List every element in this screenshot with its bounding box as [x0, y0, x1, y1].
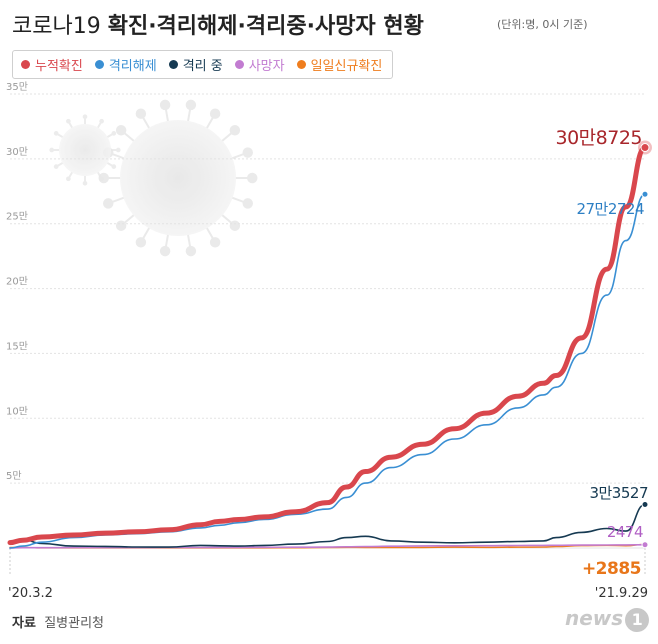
logo-text: news	[565, 606, 624, 630]
end-label-1: 27만2724	[576, 200, 644, 218]
series-line-2	[9, 503, 646, 548]
line-chart: 5만 10만 15만 20만 25만 30만 35만 30만8725 27만2724 3만352…	[6, 81, 652, 600]
x-start-label: '20.3.2	[8, 586, 53, 600]
legend-dot-icon	[21, 60, 30, 69]
legend-label: 격리 중	[182, 59, 223, 74]
legend-label: 일일신규확진	[310, 59, 383, 74]
y-tick-label: 25만	[6, 211, 28, 223]
legend-item-4: 일일신규확진	[296, 55, 383, 74]
legend-dot-icon	[296, 60, 306, 69]
series-line-3	[9, 544, 646, 549]
end-label-3: 2474	[607, 523, 643, 541]
legend-label: 격리해제	[108, 59, 157, 74]
y-tick-label: 15만	[6, 340, 28, 352]
end-label-2: 3만3527	[589, 484, 648, 502]
legend-dot-icon	[94, 60, 104, 69]
legend-item-2: 격리 중	[168, 55, 223, 74]
end-label-0: 30만8725	[555, 127, 642, 149]
source-label: 자료	[12, 616, 36, 631]
end-point-1	[641, 190, 649, 198]
end-point-2	[641, 501, 649, 509]
title-main: 확진·격리해제·격리중·사망자 현황	[107, 14, 424, 39]
legend-dot-icon	[234, 60, 244, 69]
end-point-0	[640, 143, 650, 153]
series-line-0	[7, 145, 648, 546]
x-end-label: '21.9.29	[595, 586, 648, 600]
page-title: 코로나19 확진·격리해제·격리중·사망자 현황	[12, 8, 424, 40]
news1-logo: news 1	[565, 606, 650, 632]
legend-label: 사망자	[248, 59, 285, 74]
title-prefix: 코로나19	[12, 14, 108, 39]
unit-note: (단위:명, 0시 기준)	[497, 18, 588, 31]
y-tick-label: 20만	[6, 276, 28, 288]
logo-mark: 1	[625, 608, 650, 632]
source-note: 자료 질병관리청	[12, 612, 104, 631]
end-point-3	[641, 541, 649, 549]
y-tick-label: 35만	[6, 81, 28, 93]
legend-item-1: 격리해제	[94, 55, 157, 74]
legend: 누적확진 격리해제 격리 중 사망자 일일신규확진	[12, 50, 394, 79]
virus-illustration	[49, 99, 258, 257]
legend-item-3: 사망자	[234, 55, 285, 74]
source-text: 질병관리청	[44, 616, 104, 631]
y-tick-label: 30만	[6, 146, 28, 158]
legend-dot-icon	[168, 60, 178, 69]
y-tick-label: 5만	[6, 470, 22, 482]
y-tick-label: 10만	[6, 405, 28, 417]
legend-item-0: 누적확진	[21, 55, 83, 74]
end-label-4: +2885	[582, 559, 641, 579]
legend-label: 누적확진	[35, 59, 83, 74]
series-line-1	[9, 193, 646, 549]
